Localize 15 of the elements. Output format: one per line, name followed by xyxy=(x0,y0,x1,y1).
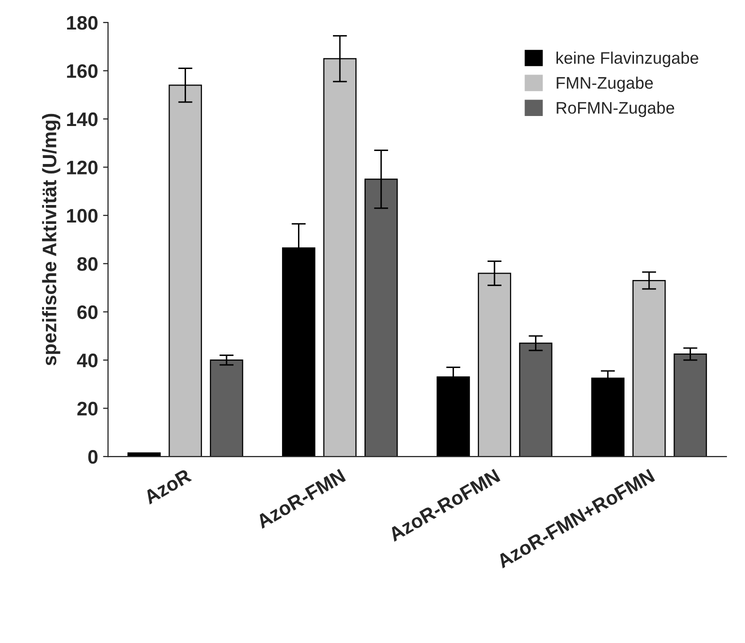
y-tick-label: 0 xyxy=(88,450,98,464)
y-tick-label: 160 xyxy=(67,64,98,78)
y-tick-label: 60 xyxy=(77,305,98,320)
bar xyxy=(210,360,244,457)
legend-label: keine Flavinzugabe xyxy=(556,52,698,68)
y-tick-label: 180 xyxy=(67,16,98,30)
y-tick-label: 20 xyxy=(77,402,98,416)
y-tick-label: 80 xyxy=(77,257,98,271)
y-tick-label: 40 xyxy=(76,354,98,368)
y-axis-title: spezifische Aktivität (U/mg) xyxy=(42,114,60,366)
legend-label: RoFMN-Zugabe xyxy=(556,102,674,118)
legend-label: FMN-Zugabe xyxy=(556,76,653,92)
y-tick-label: 100 xyxy=(67,208,98,223)
y-tick-label: 140 xyxy=(67,112,98,126)
y-tick-label: 120 xyxy=(67,160,98,174)
